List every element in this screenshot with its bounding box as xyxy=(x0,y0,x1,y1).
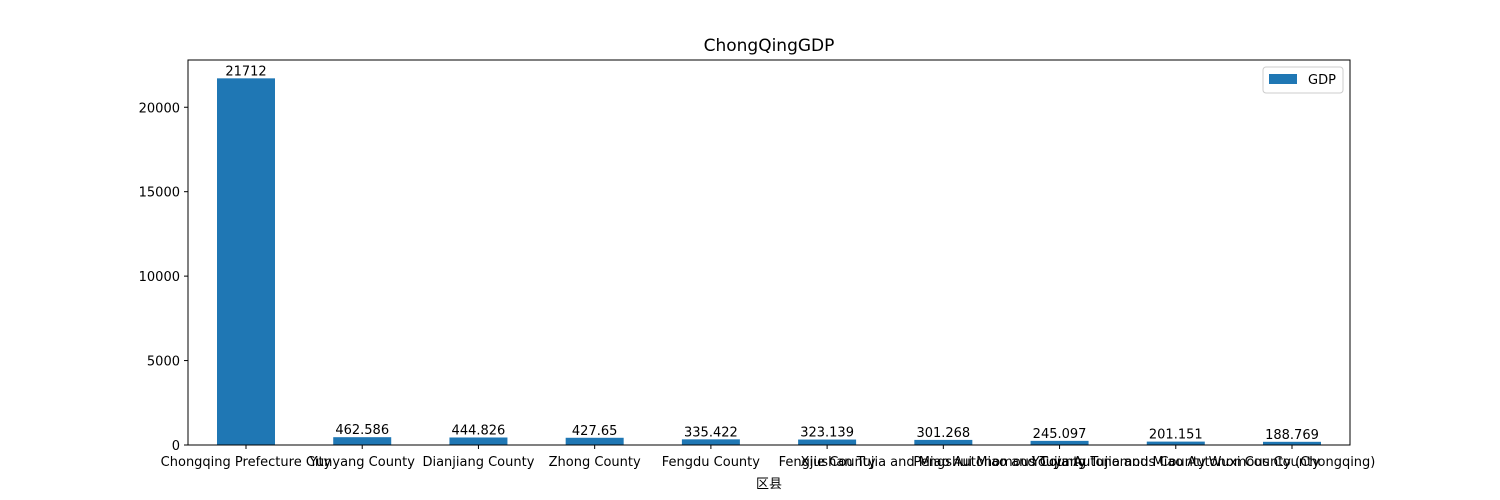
bar-9 xyxy=(1263,441,1321,445)
x-tick-label-1: Yunyang County xyxy=(308,455,415,470)
bar-8 xyxy=(1146,441,1205,445)
y-tick-label-2: 10000 xyxy=(139,270,180,285)
x-tick-label-3: Zhong County xyxy=(549,455,641,470)
y-tick-label-0: 0 xyxy=(172,439,180,454)
value-label-6: 301.268 xyxy=(916,426,970,441)
bar-6 xyxy=(914,439,973,445)
x-tick-label-6: Xiushan Tujia and Miao Autonomous County xyxy=(801,455,1087,470)
bar-7 xyxy=(1030,440,1089,445)
x-tick-label-0: Chongqing Prefecture City xyxy=(161,455,332,470)
legend-label-gdp: GDP xyxy=(1308,73,1336,88)
chart-title: ChongQingGDP xyxy=(704,36,835,56)
value-label-0: 21712 xyxy=(225,64,266,79)
y-tick-label-3: 15000 xyxy=(139,186,180,201)
x-tick-label-5: Fengjie County xyxy=(779,455,876,470)
bar-2 xyxy=(449,437,508,445)
x-tick-label-8: Youyang Tujia and Miao Autonomous County xyxy=(1031,455,1320,470)
legend-swatch xyxy=(1269,74,1297,84)
bar-4 xyxy=(681,439,740,445)
value-label-9: 188.769 xyxy=(1265,428,1319,443)
y-axis: 0 5000 10000 15000 20000 xyxy=(139,101,188,454)
value-label-1: 462.586 xyxy=(335,423,389,438)
plot-frame xyxy=(187,59,1351,446)
x-tick-label-2: Dianjiang County xyxy=(422,455,534,470)
legend-box xyxy=(1262,66,1344,94)
bar-1 xyxy=(333,437,392,445)
bar-5 xyxy=(798,439,857,445)
x-tick-label-9: Wuxi County (Chongqing) xyxy=(1209,455,1376,470)
y-tick-label-1: 5000 xyxy=(147,355,180,370)
value-label-3: 427.65 xyxy=(572,424,618,439)
value-label-4: 335.422 xyxy=(684,425,738,440)
x-tick-label-7: Pengshui Miao and Tujia Autonomous Count… xyxy=(913,455,1206,470)
value-labels-group: 21712 462.586 444.826 427.65 335.422 323.139 3… xyxy=(225,64,1319,442)
bar-3 xyxy=(565,437,624,445)
bar-0 xyxy=(217,78,275,445)
y-tick-label-4: 20000 xyxy=(139,101,180,116)
bars-group xyxy=(217,78,1321,445)
value-label-7: 245.097 xyxy=(1033,427,1087,442)
x-tick-label-4: Fengdu County xyxy=(662,455,760,470)
value-label-5: 323.139 xyxy=(800,426,854,441)
legend: GDP xyxy=(1262,66,1344,94)
value-label-2: 444.826 xyxy=(452,423,506,438)
value-label-8: 201.151 xyxy=(1149,428,1203,443)
x-axis-label: 区县 xyxy=(756,477,782,492)
